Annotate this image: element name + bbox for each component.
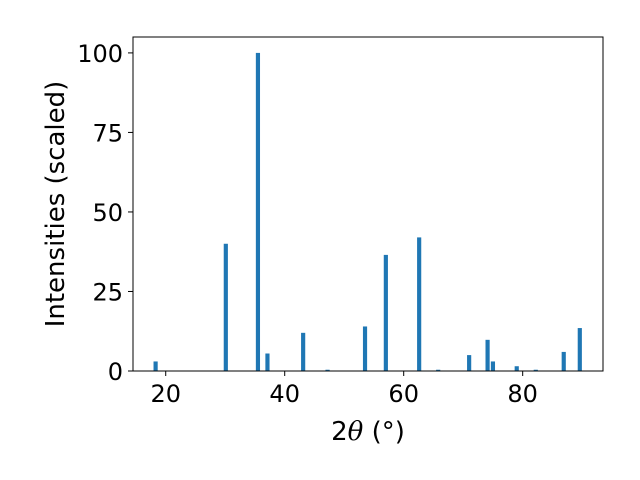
bars-group bbox=[153, 52, 582, 372]
y-tick-label: 0 bbox=[108, 358, 123, 386]
bar bbox=[485, 339, 490, 371]
bar bbox=[417, 237, 422, 371]
bar bbox=[490, 361, 496, 371]
bar bbox=[265, 353, 270, 371]
x-tick-label: 80 bbox=[507, 380, 538, 408]
bar bbox=[301, 332, 306, 371]
bar bbox=[577, 328, 582, 371]
bar bbox=[561, 351, 566, 371]
y-tick-label: 100 bbox=[77, 40, 123, 68]
x-axis-label-prefix: 2 bbox=[331, 417, 348, 447]
bar bbox=[436, 369, 441, 371]
plot-frame bbox=[132, 36, 604, 372]
y-tick-label: 50 bbox=[92, 199, 123, 227]
x-axis-label-symbol: θ bbox=[348, 417, 364, 447]
bar bbox=[223, 243, 228, 371]
y-tick-label: 75 bbox=[92, 119, 123, 147]
x-axis-label-suffix: (°) bbox=[363, 417, 405, 447]
bar bbox=[325, 369, 330, 371]
x-axis-ticks: 20 40 60 80 bbox=[150, 371, 538, 408]
x-axis-label: 2θ (°) bbox=[331, 417, 405, 447]
y-tick-label: 25 bbox=[92, 278, 123, 306]
bar bbox=[383, 254, 388, 371]
bar bbox=[255, 52, 261, 372]
x-tick-label: 20 bbox=[150, 380, 181, 408]
bar bbox=[514, 366, 519, 371]
bar bbox=[533, 369, 538, 371]
bar bbox=[467, 355, 472, 371]
bar bbox=[362, 326, 368, 371]
x-tick-label: 40 bbox=[269, 380, 300, 408]
y-axis-ticks: 0 25 50 75 100 bbox=[77, 40, 133, 386]
x-tick-label: 60 bbox=[388, 380, 419, 408]
y-axis-label: Intensities (scaled) bbox=[41, 81, 71, 328]
bar bbox=[153, 361, 158, 371]
